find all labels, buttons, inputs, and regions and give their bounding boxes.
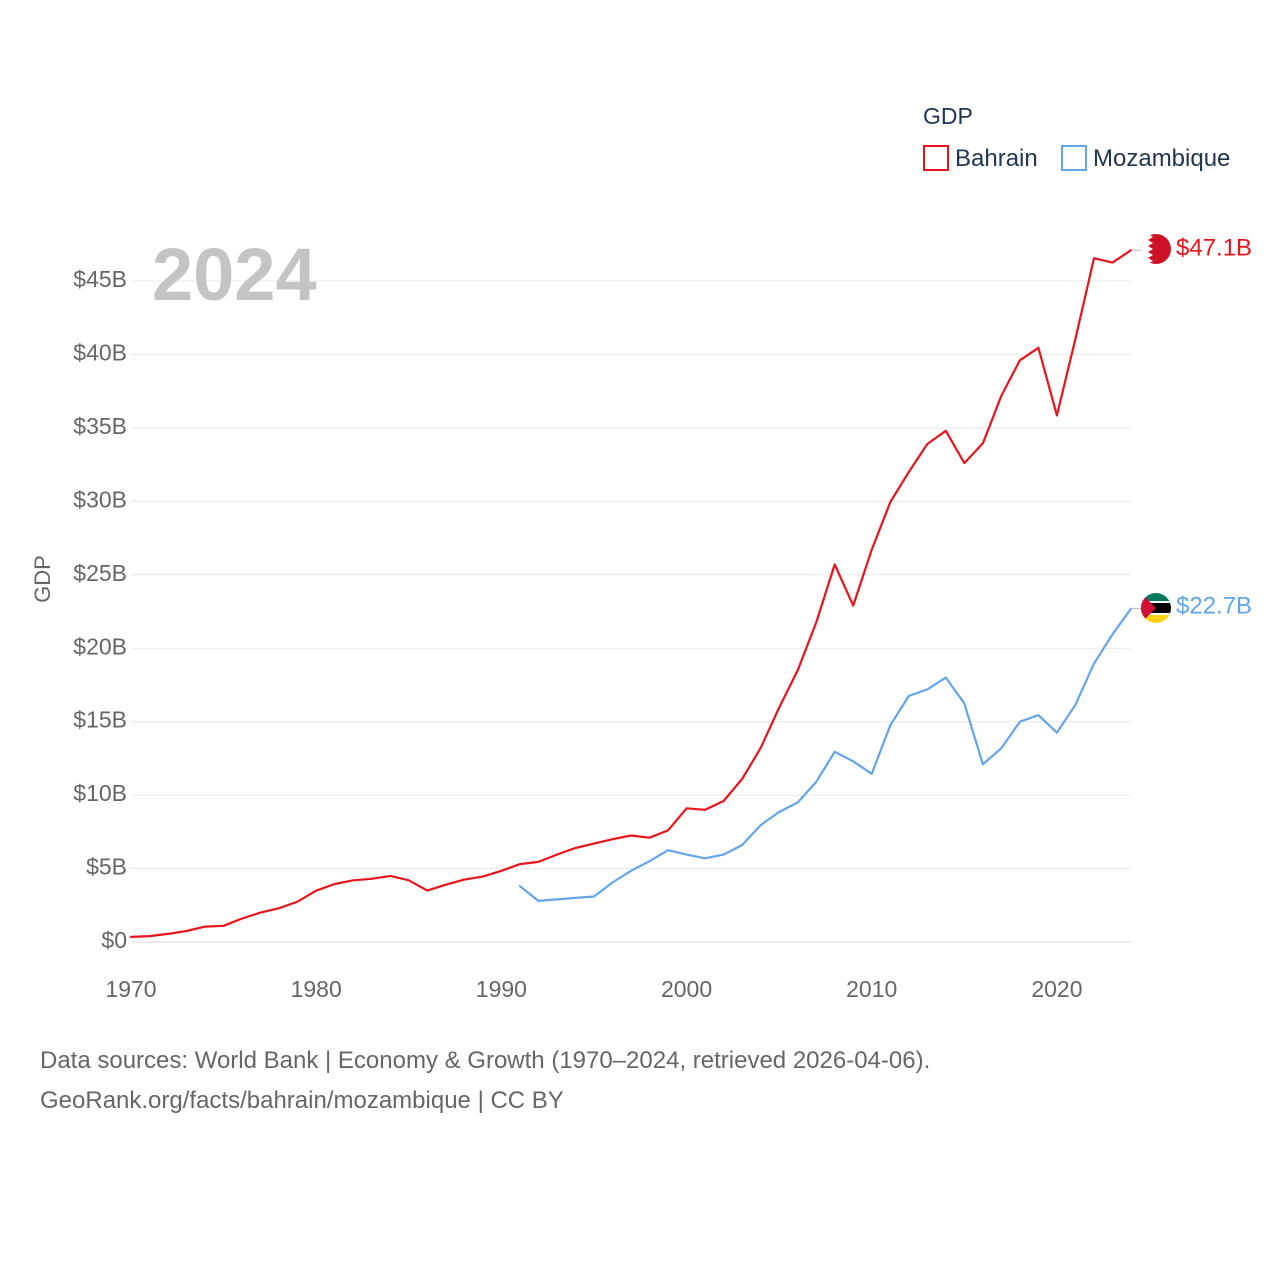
y-tick-label: $40B (73, 340, 127, 366)
x-tick-label: 1980 (291, 976, 342, 1002)
footer: Data sources: World Bank | Economy & Gro… (40, 1041, 1240, 1121)
y-tick-label: $0 (101, 927, 127, 953)
legend-label-bahrain[interactable]: Bahrain (955, 145, 1038, 172)
series-line-mozambique[interactable] (518, 607, 1133, 903)
y-tick-label: $5B (86, 854, 127, 880)
y-axis-ticks: $0 $5B $10B $15B $20B $25B $30B $35B $40B $45B (73, 266, 127, 953)
bahrain-flag-icon (1141, 234, 1171, 264)
grid-lines (131, 280, 1131, 943)
bahrain-end-value: $47.1B (1176, 234, 1252, 261)
data-sources-text: Data sources: World Bank | Economy & Gro… (40, 1047, 931, 1074)
legend-label-mozambique[interactable]: Mozambique (1093, 145, 1230, 172)
mozambique-end-value: $22.7B (1176, 592, 1252, 619)
x-tick-label: 1970 (105, 976, 156, 1002)
y-tick-label: $25B (73, 560, 127, 586)
y-tick-label: $20B (73, 633, 127, 659)
x-axis-ticks: 1970 1980 1990 2000 2010 2020 (105, 976, 1082, 1002)
x-tick-label: 1990 (476, 976, 527, 1002)
x-tick-label: 2020 (1031, 976, 1082, 1002)
series-line-bahrain[interactable] (129, 249, 1133, 939)
series-layer (129, 249, 1141, 939)
legend-swatch-mozambique[interactable] (1061, 145, 1087, 171)
y-axis-label: GDP (30, 555, 55, 603)
x-tick-label: 2010 (846, 976, 897, 1002)
legend-swatch-bahrain[interactable] (923, 145, 949, 171)
x-tick-label: 2000 (661, 976, 712, 1002)
y-tick-label: $45B (73, 266, 127, 292)
source-link[interactable]: GeoRank.org/facts/bahrain/mozambique | C… (40, 1087, 564, 1114)
gdp-line-chart: $0 $5B $10B $15B $20B $25B $30B $35B $40B $45B 19… (30, 103, 1252, 1002)
y-tick-label: $15B (73, 707, 127, 733)
year-label: 2024 (152, 233, 317, 316)
y-tick-label: $10B (73, 780, 127, 806)
y-tick-label: $30B (73, 486, 127, 512)
y-tick-label: $35B (73, 413, 127, 439)
mozambique-flag-icon (1141, 593, 1171, 623)
legend: GDP Bahrain Mozambique (923, 103, 1230, 172)
legend-title: GDP (923, 103, 973, 129)
